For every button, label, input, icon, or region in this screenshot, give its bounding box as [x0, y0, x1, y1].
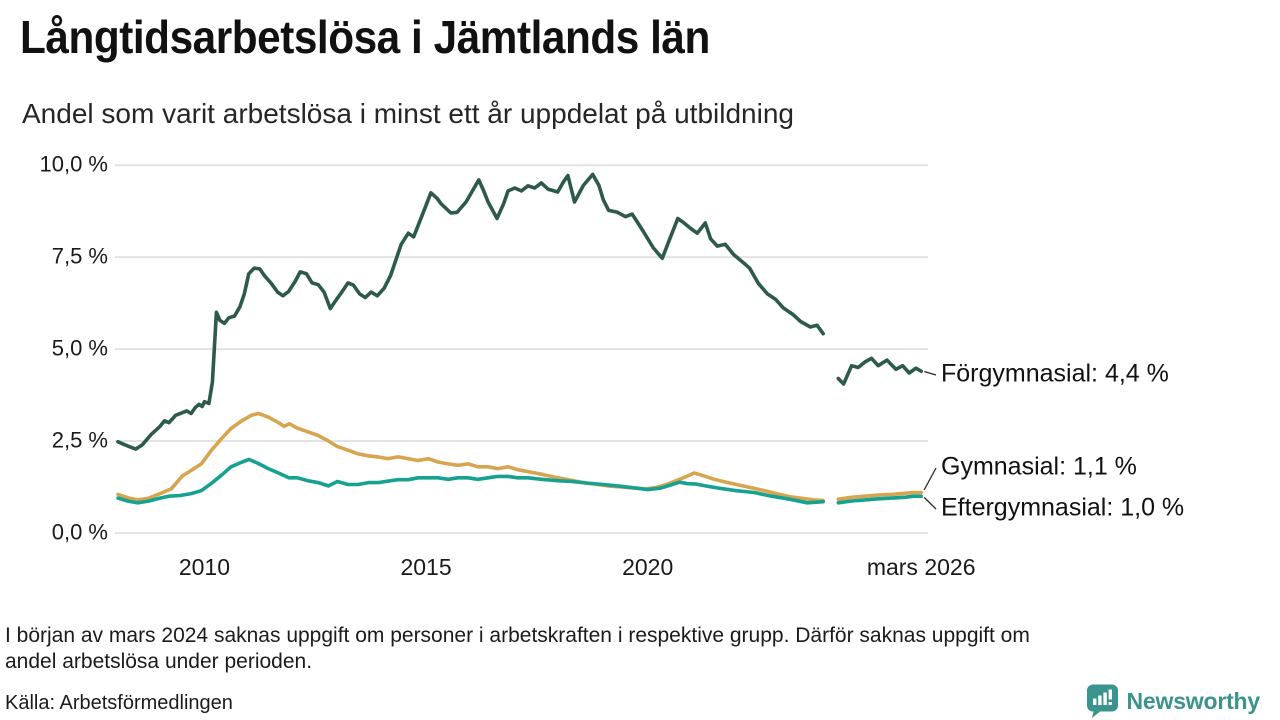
y-tick-label: 2,5 %: [51, 427, 108, 453]
label-connector-förgymnasial: [923, 370, 937, 376]
label-connector-gymnasial: [923, 467, 937, 491]
y-tick-label: 7,5 %: [51, 243, 108, 269]
x-tick-label: 2015: [400, 554, 452, 580]
series-line-eftergymnasial-seg2: [836, 494, 924, 505]
newsworthy-logo-icon: [1086, 684, 1118, 718]
label-connector-eftergymnasial: [923, 496, 937, 510]
series-end-label-gymnasial: Gymnasial: 1,1 %: [941, 452, 1137, 481]
source-note: Källa: Arbetsförmedlingen: [5, 692, 233, 714]
newsworthy-brand: Newsworthy: [1086, 684, 1260, 718]
y-tick-label: 5,0 %: [51, 335, 108, 361]
page-subtitle: Andel som varit arbetslösa i minst ett å…: [22, 98, 794, 129]
page-title: Långtidsarbetslösa i Jämtlands län: [20, 11, 710, 63]
series-end-label-förgymnasial: Förgymnasial: 4,4 %: [941, 359, 1169, 388]
series-line-gymnasial-seg2: [836, 490, 924, 502]
series-line-förgymnasial-seg2: [836, 356, 924, 386]
y-tick-label: 0,0 %: [51, 519, 108, 545]
series-line-eftergymnasial-seg1: [116, 457, 826, 505]
footnote-line-1: I början av mars 2024 saknas uppgift om …: [5, 624, 1030, 647]
newsworthy-wordmark: Newsworthy: [1126, 687, 1261, 714]
x-tick-label: 2020: [622, 554, 674, 580]
series-end-label-eftergymnasial: Eftergymnasial: 1,0 %: [941, 493, 1185, 522]
x-tick-label: 2010: [178, 554, 231, 580]
x-tick-label: mars 2026: [866, 554, 976, 580]
series-line-gymnasial-seg1: [116, 411, 826, 503]
footnote-line-2: andel arbetslösa under perioden.: [5, 650, 313, 673]
series-line-förgymnasial-seg1: [116, 172, 826, 451]
footnote: I början av mars 2024 saknas uppgift om …: [5, 623, 1245, 675]
y-tick-label: 10,0 %: [39, 151, 109, 177]
